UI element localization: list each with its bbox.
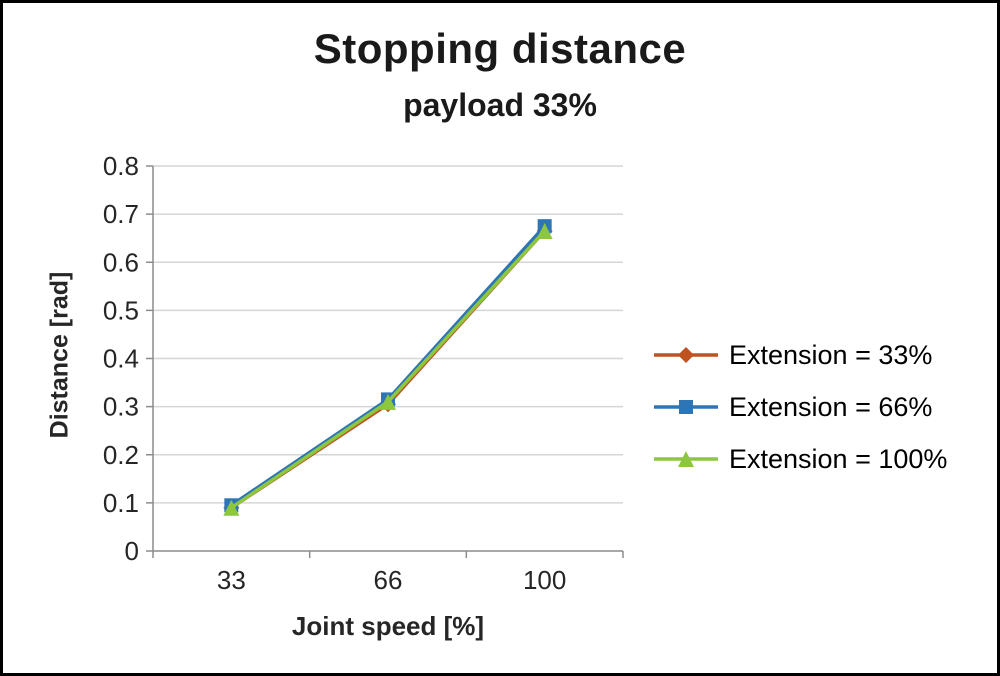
axes bbox=[146, 165, 624, 558]
y-tick-label: 0 bbox=[125, 536, 139, 566]
y-tick-label: 0.5 bbox=[103, 295, 139, 325]
x-tick-label: 33 bbox=[217, 565, 246, 595]
legend-label: Extension = 33% bbox=[729, 339, 933, 370]
legend-triangle-marker-icon bbox=[654, 451, 718, 467]
y-tick-label: 0.3 bbox=[103, 392, 139, 422]
legend-label: Extension = 66% bbox=[729, 391, 933, 422]
x-axis-title: Joint speed [%] bbox=[291, 611, 485, 641]
legend-item-3: Extension = 100% bbox=[653, 433, 947, 485]
legend: Extension = 33% Extension = 66% Extension … bbox=[653, 329, 947, 485]
series-2-line bbox=[224, 219, 552, 513]
y-tick-label: 0.7 bbox=[103, 199, 139, 229]
y-tick-label: 0.4 bbox=[103, 344, 139, 374]
x-tick-label: 66 bbox=[374, 565, 403, 595]
chart-title: Stopping distance bbox=[313, 25, 687, 72]
y-tick-label: 0.1 bbox=[103, 488, 139, 518]
plot-area: 0 0.1 0.2 0.3 0.4 0.5 0.6 0.7 0.8 33 66 100 bbox=[103, 151, 624, 595]
gridlines bbox=[153, 165, 623, 504]
tick-labels: 0 0.1 0.2 0.3 0.4 0.5 0.6 0.7 0.8 33 66 100 bbox=[103, 151, 567, 595]
x-tick-label: 100 bbox=[523, 565, 566, 595]
series-1-line bbox=[223, 222, 553, 516]
y-tick-label: 0.8 bbox=[103, 151, 139, 181]
legend-diamond-marker-icon bbox=[654, 347, 718, 363]
legend-label: Extension = 100% bbox=[729, 443, 948, 474]
legend-square-marker-icon bbox=[654, 400, 718, 414]
series-3-line bbox=[223, 222, 553, 516]
y-tick-label: 0.6 bbox=[103, 247, 139, 277]
legend-item-2: Extension = 66% bbox=[653, 381, 947, 433]
legend-item-1: Extension = 33% bbox=[653, 329, 947, 381]
chart-subtitle: payload 33% bbox=[403, 87, 597, 123]
y-tick-label: 0.2 bbox=[103, 440, 139, 470]
